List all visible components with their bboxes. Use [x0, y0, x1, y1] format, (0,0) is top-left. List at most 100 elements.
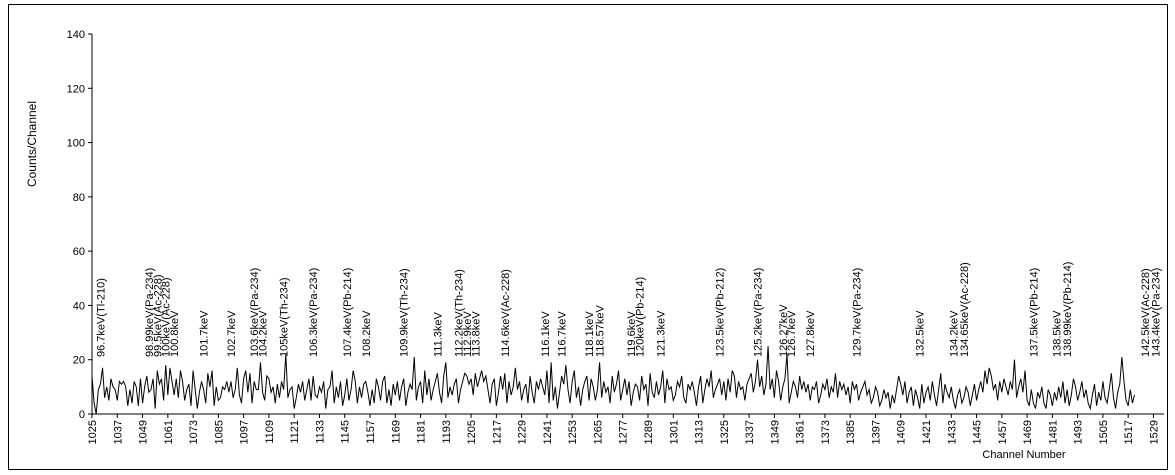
x-tick-label: 1529: [1148, 420, 1160, 444]
x-tick-label: 1061: [163, 420, 175, 444]
peak-annotation-label: 121.3keV: [656, 310, 668, 357]
peak-annotation-label: 102.7keV: [226, 310, 238, 357]
y-axis-title: Counts/Channel: [25, 101, 39, 187]
x-tick-label: 1265: [592, 420, 604, 444]
x-tick-label: 1517: [1123, 420, 1135, 444]
peak-annotation-label: 114.6keV(Ac-228): [500, 269, 512, 357]
x-tick-label: 1205: [466, 420, 478, 444]
y-tick-label: 60: [73, 246, 85, 258]
y-tick-label: 100: [67, 138, 85, 150]
x-tick-label: 1253: [567, 420, 579, 444]
x-axis-title: Channel Number: [982, 449, 1065, 461]
peak-annotation-label: 111.3keV: [432, 311, 444, 357]
peak-annotation-label: 129.7keV(Pa-234): [852, 268, 864, 357]
peak-annotation-label: 125.2keV(Pa-234): [753, 268, 765, 357]
peak-annotation-label: 104.2keV: [258, 310, 270, 357]
x-tick-label: 1493: [1073, 420, 1085, 444]
peak-annotation-label: 116.1keV: [540, 311, 552, 357]
series-line: [91, 346, 1135, 415]
peak-annotation-label: 112.9keV: [462, 311, 474, 357]
peak-annotation-label: 116.7keV: [557, 311, 569, 357]
peak-annotations: 96.7keV(Tl-210) 98.99keV(Pa-234)99.5keV(A…: [95, 262, 1162, 357]
peak-annotation-label: 142.5keV(Ac-228): [1140, 268, 1152, 357]
x-tick-label: 1049: [138, 420, 150, 444]
x-tick-label: 1313: [694, 420, 706, 444]
x-tick-label: 1073: [188, 420, 200, 444]
peak-annotation-label: 99.5keV(Ac-228): [152, 274, 164, 357]
peak-annotation-label: 112.2keV(Th-234): [453, 269, 465, 357]
x-tick-label: 1301: [668, 420, 680, 444]
peak-annotation-label: 143.4keV(Pa-234): [1151, 268, 1163, 357]
peak-annotation-label: 105keV(Th-234): [279, 278, 291, 358]
x-tick-label: 1241: [542, 420, 554, 444]
peak-annotation-label: 120keV(Pb-214): [635, 277, 647, 357]
peak-annotation-label: 118.1keV: [584, 311, 596, 357]
x-tick-label: 1109: [264, 420, 276, 444]
x-tick-label: 1037: [112, 420, 124, 444]
x-tick-label: 1505: [1098, 420, 1110, 444]
x-tick-label: 1421: [921, 420, 933, 444]
x-tick-label: 1325: [719, 420, 731, 444]
peak-annotation-label: 96.7keV(Tl-210): [95, 278, 107, 357]
peak-annotation-label: 138.5keV: [1052, 310, 1064, 357]
peak-annotation-label: 123.5keV(Pb-212): [715, 268, 727, 357]
peak-annotation-label: 137.5keV(Pb-214): [1028, 268, 1040, 357]
x-tick-label: 1349: [769, 420, 781, 444]
x-tick-label: 1337: [744, 420, 756, 444]
x-tick-label: 1481: [1047, 420, 1059, 444]
peak-annotation-label: 108.2keV: [361, 310, 373, 357]
peak-annotation-label: 134.2keV: [948, 310, 960, 357]
peak-annotation-label: 106.3keV(Pa-234): [308, 268, 320, 357]
x-tick-label: 1433: [946, 420, 958, 444]
peak-annotation-label: 100.8keV: [169, 310, 181, 357]
peak-annotation-label: 134.65keV(Ac-228): [959, 262, 971, 357]
y-tick-label: 20: [73, 355, 85, 367]
x-tick-label: 1169: [390, 420, 402, 444]
x-tick-label: 1145: [340, 420, 352, 444]
x-tick-label: 1193: [441, 420, 453, 444]
peak-annotation-label: 126.27keV: [778, 304, 790, 357]
x-tick-label: 1445: [972, 420, 984, 444]
peak-annotation-label: 138.99keV(Pb-214): [1062, 262, 1074, 357]
peak-annotation-label: 107.4keV(Pb-214): [342, 268, 354, 357]
x-tick-label: 1085: [213, 420, 225, 444]
peak-annotation-label: 113.8keV: [470, 311, 482, 357]
y-tick-label: 80: [73, 192, 85, 204]
x-tick-label: 1181: [416, 420, 428, 444]
x-tick-label: 1277: [618, 420, 630, 444]
x-tick-label: 1157: [365, 420, 377, 444]
x-tick-label: 1457: [997, 420, 1009, 444]
peak-annotation-label: 132.5keV: [915, 310, 927, 357]
x-tick-label: 1289: [643, 420, 655, 444]
x-tick-label: 1361: [795, 420, 807, 444]
x-tick-label: 1133: [314, 420, 326, 444]
y-tick-label: 120: [67, 83, 85, 95]
peak-annotation-label: 101.7keV: [199, 310, 211, 357]
x-tick-label: 1097: [239, 420, 251, 444]
y-tick-label: 40: [73, 300, 85, 312]
y-tick-label: 0: [79, 409, 85, 421]
y-tick-label: 140: [67, 29, 85, 41]
peak-annotation-label: 118.57keV: [595, 305, 607, 357]
x-ticks: 1025 1037 1049 1061 1073 1085 1097 1109 1121 1133…: [87, 414, 1160, 444]
chart-frame: 0 20 40 60 80 100 120 140 1025 1037 1049 1061 1073 1…: [8, 4, 1168, 470]
peak-annotation-label: 127.8keV: [805, 310, 817, 357]
peak-annotation-label: 119.6keV: [626, 311, 638, 357]
x-tick-label: 1373: [820, 420, 832, 444]
peak-annotation-label: 98.99keV(Pa-234): [144, 268, 156, 357]
x-tick-label: 1409: [896, 420, 908, 444]
y-ticks: 0 20 40 60 80 100 120 140: [67, 29, 92, 421]
axes: [91, 34, 1164, 415]
peak-annotation-label: 100keV(Ac-228): [161, 278, 173, 358]
x-tick-label: 1469: [1022, 420, 1034, 444]
x-tick-label: 1025: [87, 420, 99, 444]
x-tick-label: 1121: [289, 420, 301, 444]
x-tick-label: 1229: [517, 420, 529, 444]
x-tick-label: 1397: [870, 420, 882, 444]
x-tick-label: 1385: [845, 420, 857, 444]
peak-annotation-label: 103.6keV(Pa-234): [249, 268, 261, 357]
peak-annotation-label: 109.9keV(Th-234): [399, 268, 411, 357]
peak-annotation-label: 126.7keV: [786, 310, 798, 357]
x-tick-label: 1217: [491, 420, 503, 444]
